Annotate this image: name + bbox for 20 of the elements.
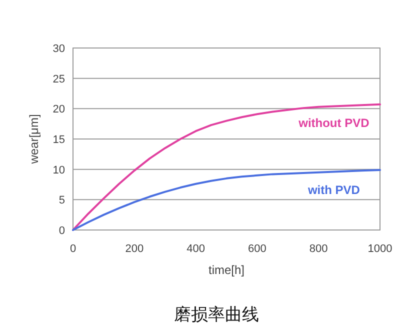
- y-tick-label: 0: [58, 225, 65, 237]
- y-tick-label: 15: [52, 134, 65, 146]
- y-tick-label: 30: [52, 43, 65, 55]
- x-tick-label: 200: [125, 243, 144, 255]
- line-series: [72, 168, 381, 231]
- y-tick-label: 20: [52, 104, 65, 116]
- x-tick-label: 1000: [368, 243, 392, 255]
- line-series: [72, 103, 381, 231]
- series-label: with PVD: [306, 182, 360, 197]
- y-axis-title: wear[μm]: [27, 114, 41, 165]
- x-axis-title: time[h]: [208, 263, 245, 277]
- x-tick-label: 800: [309, 243, 328, 255]
- y-tick-label: 25: [52, 73, 65, 86]
- x-tick-label: 600: [248, 243, 266, 255]
- x-tick-label: 400: [186, 243, 205, 255]
- x-tick-label: 0: [70, 243, 76, 255]
- y-tick-label: 5: [58, 194, 65, 207]
- y-tick-label: 10: [52, 164, 65, 176]
- series-label: without PVD: [298, 116, 370, 130]
- text: 磨损率曲线: [174, 305, 259, 324]
